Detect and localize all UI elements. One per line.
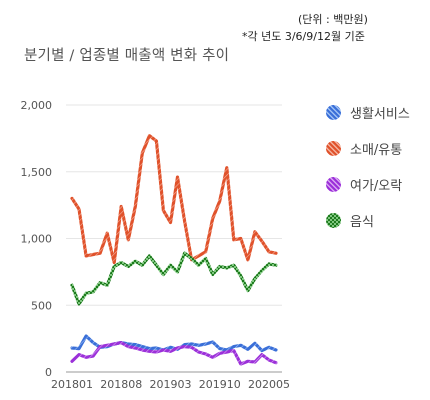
x-tick-label: 201903 bbox=[149, 378, 191, 391]
y-tick-label: 500 bbox=[31, 299, 52, 312]
series-line-3 bbox=[70, 251, 278, 306]
legend-swatch-icon bbox=[326, 140, 341, 156]
series-lines bbox=[70, 134, 278, 366]
quarter-note: *각 년도 3/6/9/12월 기준 bbox=[242, 30, 365, 43]
x-tick-label: 201808 bbox=[100, 378, 142, 391]
chart-title: 분기별 / 업종별 매출액 변화 추이 bbox=[24, 48, 230, 64]
x-tick-label: 202005 bbox=[248, 378, 290, 391]
legend-label: 생활서비스 bbox=[350, 106, 410, 122]
y-tick-label: 1,500 bbox=[21, 166, 53, 179]
x-tick-label: 201801 bbox=[51, 378, 93, 391]
unit-note: (단위 : 백만원) bbox=[298, 13, 368, 26]
legend-swatch-icon bbox=[326, 104, 341, 120]
legend-swatch-icon bbox=[326, 212, 341, 228]
x-tick-label: 201910 bbox=[199, 378, 241, 391]
legend-item-food[interactable]: 음식 bbox=[326, 210, 410, 230]
legend-item-leisure[interactable]: 여가/오락 bbox=[326, 174, 410, 194]
legend-label: 음식 bbox=[350, 214, 374, 230]
legend-item-living-services[interactable]: 생활서비스 bbox=[326, 102, 410, 122]
y-tick-label: 0 bbox=[45, 366, 52, 379]
y-tick-label: 2,000 bbox=[21, 99, 53, 112]
legend-item-retail[interactable]: 소매/유통 bbox=[326, 138, 410, 158]
y-tick-label: 1,000 bbox=[21, 233, 53, 246]
gridlines bbox=[66, 104, 282, 373]
series-line-2 bbox=[70, 341, 278, 366]
legend-label: 여가/오락 bbox=[350, 178, 403, 194]
legend: 생활서비스 소매/유통 여가/오락 음식 bbox=[326, 102, 410, 246]
axes: 0 500 1,000 1,500 2,000 201801 201808 201903 201… bbox=[21, 99, 290, 391]
legend-swatch-icon bbox=[326, 176, 341, 192]
legend-label: 소매/유통 bbox=[350, 142, 403, 158]
series-line-1 bbox=[70, 134, 278, 265]
